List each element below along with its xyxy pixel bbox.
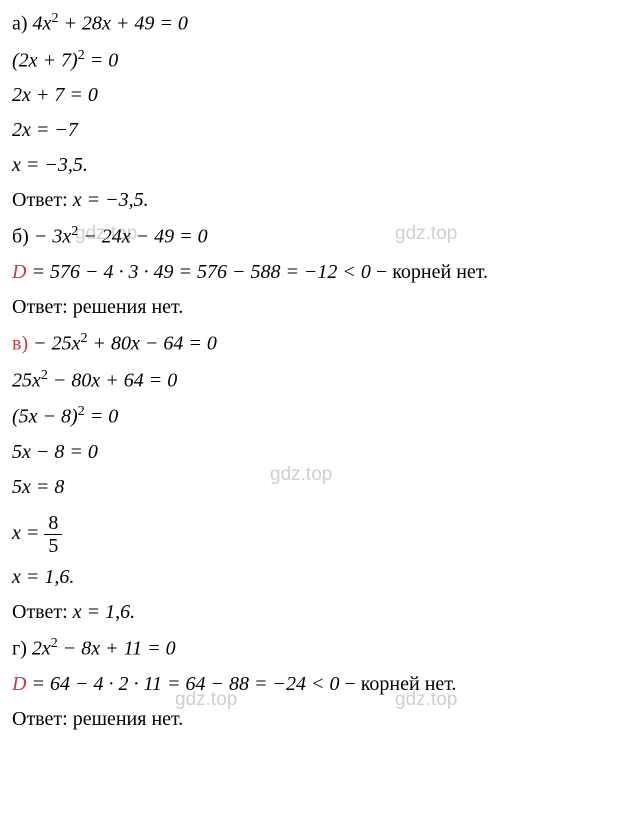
section-v-step5: x = 8 5 — [12, 512, 613, 557]
section-g-discriminant: D = 64 − 4 · 2 · 11 = 64 − 88 = −24 < 0 … — [12, 674, 613, 694]
section-g-answer: Ответ: решения нет. — [12, 709, 613, 729]
label-v: в) — [12, 333, 28, 355]
section-a-step4: x = −3,5. — [12, 155, 613, 175]
section-b-equation: б) − 3x2 − 24x − 49 = 0 — [12, 225, 613, 247]
section-v-step3: 5x − 8 = 0 — [12, 442, 613, 462]
fraction: 8 5 — [44, 512, 62, 557]
label-b: б) — [12, 226, 29, 248]
fraction-denominator: 5 — [44, 535, 62, 557]
answer-label: Ответ: — [12, 189, 68, 211]
section-v-step4: 5x = 8 — [12, 477, 613, 497]
section-g-equation: г) 2x2 − 8x + 11 = 0 — [12, 637, 613, 659]
section-v-step1: 25x2 − 80x + 64 = 0 — [12, 369, 613, 391]
section-a-step3: 2x = −7 — [12, 120, 613, 140]
section-b-discriminant: D = 576 − 4 · 3 · 49 = 576 − 588 = −12 <… — [12, 262, 613, 282]
section-v-equation: в) − 25x2 + 80x − 64 = 0 — [12, 332, 613, 354]
section-v-step6: x = 1,6. — [12, 567, 613, 587]
answer-label: Ответ: — [12, 296, 68, 318]
label-a: а) — [12, 13, 28, 35]
answer-label: Ответ: — [12, 708, 68, 730]
label-g: г) — [12, 638, 27, 660]
fraction-numerator: 8 — [44, 512, 62, 535]
section-a-step2: 2x + 7 = 0 — [12, 85, 613, 105]
section-v-answer: Ответ: x = 1,6. — [12, 602, 613, 622]
section-a-answer: Ответ: x = −3,5. — [12, 190, 613, 210]
section-a-step1: (2x + 7)2 = 0 — [12, 49, 613, 71]
section-a-equation: а) 4x2 + 28x + 49 = 0 — [12, 12, 613, 34]
section-v-step2: (5x − 8)2 = 0 — [12, 405, 613, 427]
math-content: а) 4x2 + 28x + 49 = 0 (2x + 7)2 = 0 2x +… — [12, 12, 613, 729]
section-b-answer: Ответ: решения нет. — [12, 297, 613, 317]
answer-label: Ответ: — [12, 601, 68, 623]
